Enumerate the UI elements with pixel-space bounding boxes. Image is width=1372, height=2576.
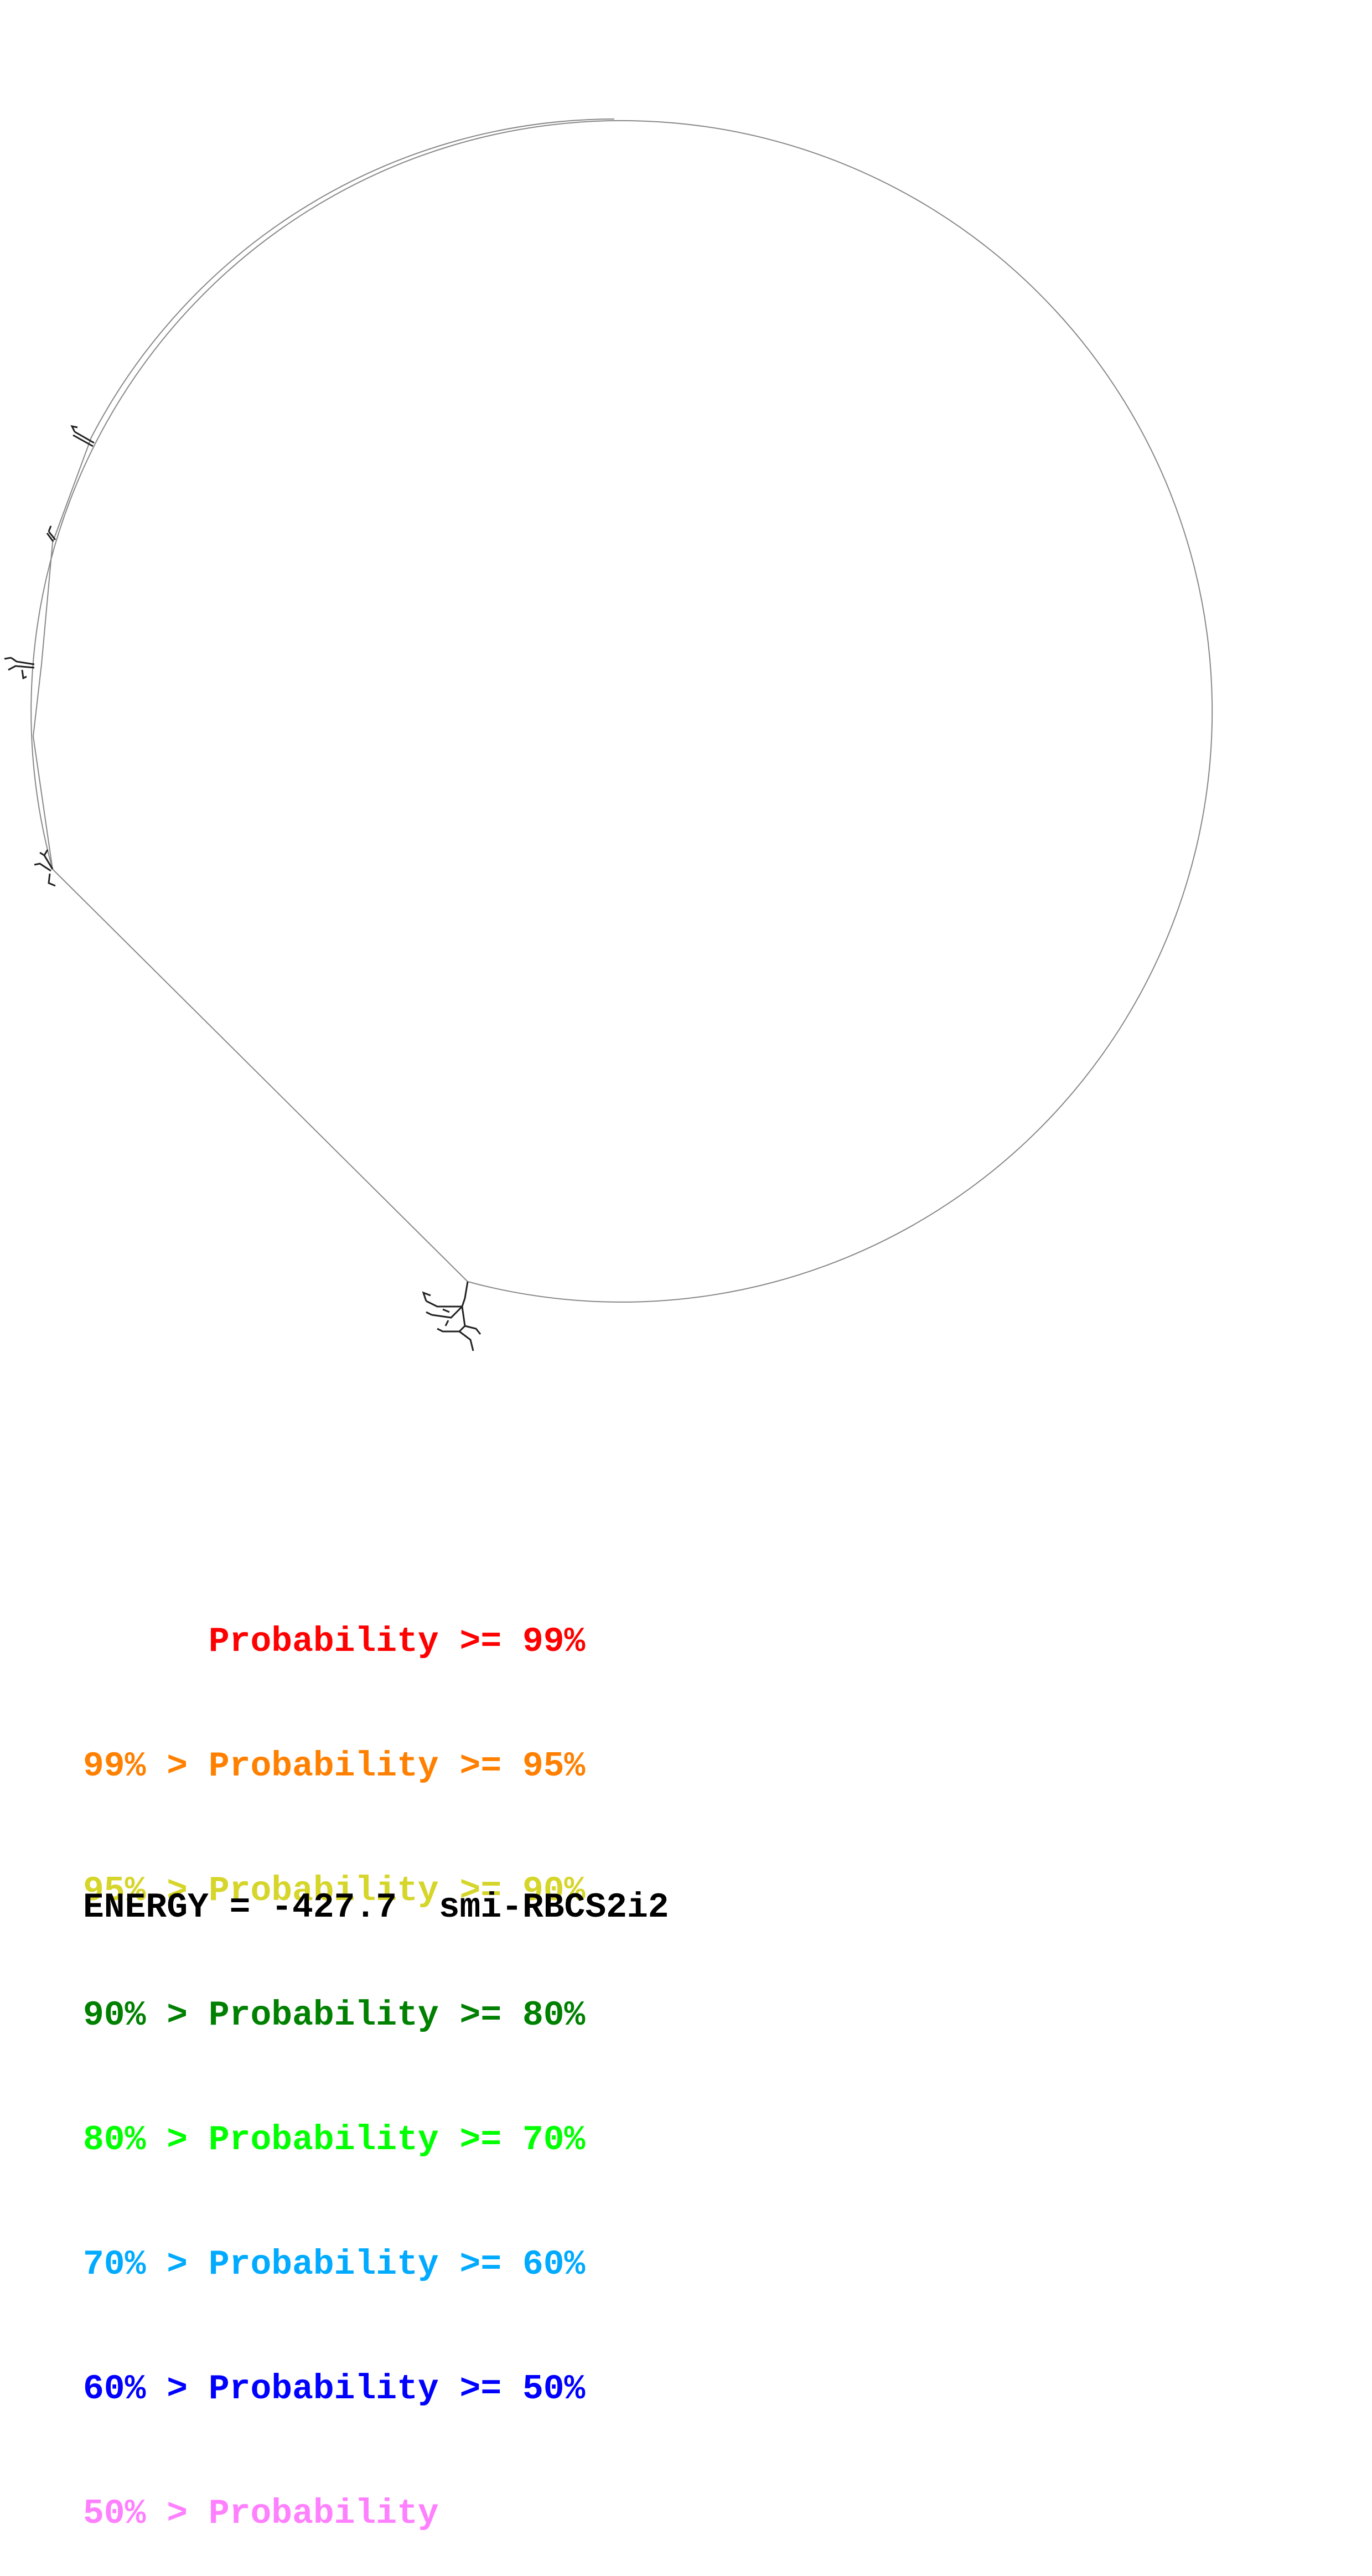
legend-suffix: >= 90% (438, 1871, 586, 1911)
legend-prefix (83, 1622, 209, 1661)
legend-label: Probability (208, 1747, 439, 1786)
legend-suffix: >= 95% (438, 1747, 586, 1786)
legend-prefix: 80% > (83, 2120, 209, 2160)
rna-structure-diagram (4, 118, 1213, 1351)
helix-cluster-bottom (422, 1281, 482, 1351)
helix-stem-1 (70, 425, 95, 447)
legend-suffix: >= 60% (438, 2245, 586, 2284)
legend-line-7: 60% > Probability >= 50% (83, 2368, 585, 2410)
backbone-loop (30, 118, 1213, 1303)
legend-label: Probability (208, 1996, 439, 2035)
legend-line-6: 70% > Probability >= 60% (83, 2244, 585, 2285)
legend-suffix: >= 50% (438, 2369, 586, 2409)
legend-label: Probability (208, 2245, 439, 2284)
legend-prefix: 70% > (83, 2245, 209, 2284)
legend-label: Probability (208, 2369, 439, 2409)
legend-line-3: 95% > Probability >= 90% (83, 1870, 585, 1912)
footer-spacer (397, 1888, 439, 1927)
helix-stem-3 (4, 657, 35, 680)
legend-line-4: 90% > Probability >= 80% (83, 1995, 585, 2036)
legend-label: Probability (208, 2120, 439, 2160)
legend-suffix: >= 80% (438, 1996, 586, 2035)
legend-line-5: 80% > Probability >= 70% (83, 2119, 585, 2161)
helix-cluster-left (34, 849, 56, 887)
legend-prefix: 95% > (83, 1871, 209, 1911)
legend-line-2: 99% > Probability >= 95% (83, 1746, 585, 1787)
legend-label: Probability (208, 1871, 439, 1911)
legend-prefix: 50% > (83, 2494, 209, 2533)
energy-footer: ENERGY = -427.7 smi-RBCS2i2 (83, 1887, 669, 1928)
legend-suffix: >= 70% (438, 2120, 586, 2160)
legend-prefix: 60% > (83, 2369, 209, 2409)
probability-legend: Probability >= 99% 99% > Probability >= … (83, 1538, 585, 2576)
sequence-name: smi-RBCS2i2 (438, 1888, 669, 1927)
legend-line-8: 50% > Probability (83, 2493, 585, 2534)
legend-suffix: >= 99% (438, 1622, 586, 1661)
legend-prefix: 90% > (83, 1996, 209, 2035)
helix-stem-2 (46, 525, 56, 542)
legend-prefix: 99% > (83, 1747, 209, 1786)
energy-label: ENERGY = -427.7 (83, 1888, 397, 1927)
legend-label: Probability (208, 2494, 439, 2533)
backbone-chord (52, 869, 468, 1282)
legend-label: Probability (208, 1622, 439, 1661)
legend-line-1: Probability >= 99% (83, 1621, 586, 1663)
